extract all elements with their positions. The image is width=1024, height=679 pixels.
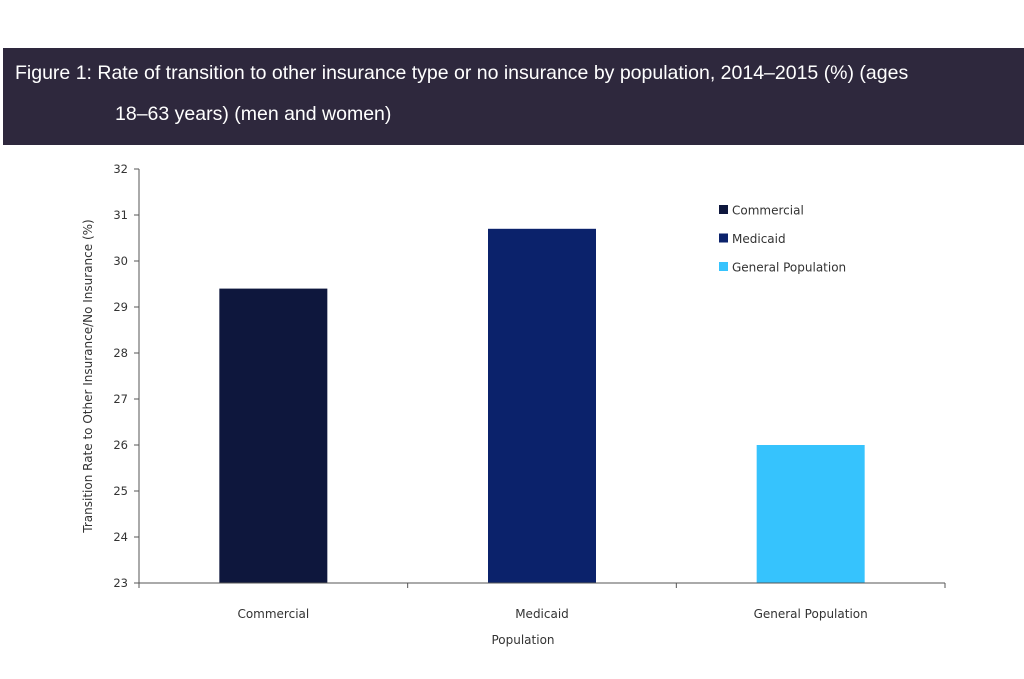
- figure-title-line2: 18–63 years) (men and women): [115, 103, 392, 125]
- y-tick-label: 32: [113, 162, 128, 176]
- x-tick-label: Commercial: [237, 607, 309, 621]
- legend-swatch: [719, 262, 728, 271]
- bar-medicaid: [488, 228, 596, 584]
- figure-title-line1: Figure 1: Rate of transition to other in…: [15, 62, 909, 84]
- y-axis-label: Transition Rate to Other Insurance/No In…: [81, 219, 95, 533]
- bar-general-population: [756, 445, 865, 583]
- y-tick-label: 26: [113, 438, 128, 452]
- bar-commercial: [219, 288, 328, 583]
- legend-swatch: [719, 233, 728, 243]
- y-tick-label: 27: [113, 392, 128, 406]
- y-tick-label: 28: [113, 346, 128, 360]
- y-tick-label: 30: [113, 254, 128, 268]
- legend-label: Medicaid: [732, 232, 786, 246]
- y-tick-label: 31: [113, 208, 128, 222]
- y-tick-label: 23: [113, 576, 128, 590]
- figure-title-banner: Figure 1: Rate of transition to other in…: [3, 48, 1024, 145]
- y-tick-label: 24: [113, 530, 128, 544]
- y-axis-ticks: 23 24 25 26 27 28 29 30 31 32: [113, 162, 139, 590]
- x-axis-label: Population: [491, 633, 554, 647]
- x-tick-label: General Population: [754, 607, 868, 621]
- legend-label: General Population: [732, 261, 846, 275]
- legend-swatch: [719, 205, 728, 214]
- legend-label: Commercial: [732, 204, 804, 218]
- y-tick-label: 29: [113, 300, 128, 314]
- y-tick-label: 25: [113, 484, 128, 498]
- legend: Commercial Medicaid General Population: [719, 204, 846, 275]
- x-axis-ticks: Commercial Medicaid General Population: [138, 583, 946, 621]
- x-tick-label: Medicaid: [515, 607, 569, 621]
- bars: [219, 228, 865, 584]
